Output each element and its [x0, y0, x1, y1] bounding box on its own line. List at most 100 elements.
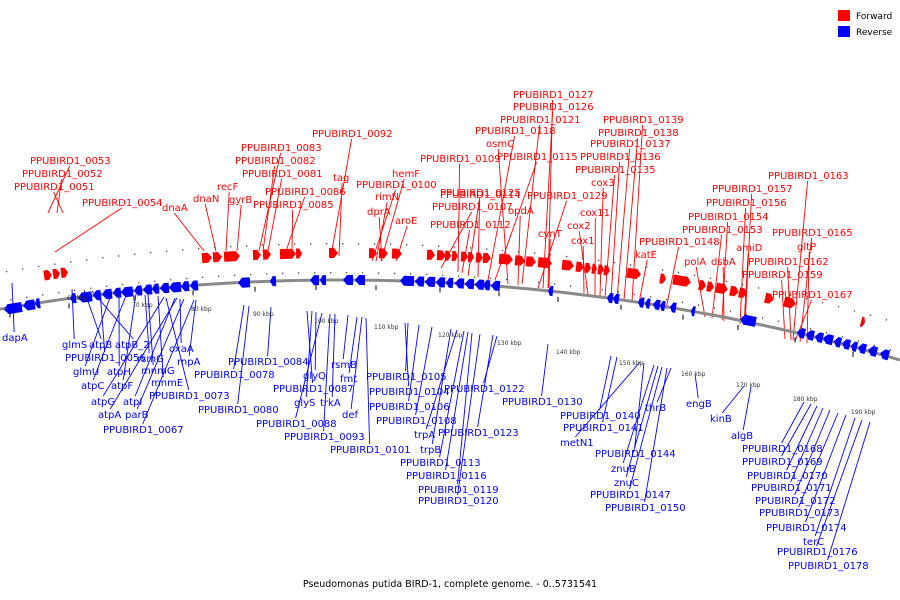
reverse-gene-label-kinb: kinB: [710, 414, 732, 425]
reverse-track-dot: [585, 287, 588, 289]
reverse-leader-line: [574, 361, 641, 438]
forward-gene-arrow: [482, 252, 491, 264]
reverse-leader-line: [157, 295, 164, 378]
reverse-leader-line: [457, 333, 481, 496]
forward-gene-arrow: [378, 248, 388, 259]
reverse-gene-label-ppubird1-0168: PPUBIRD1_0168: [742, 444, 823, 455]
forward-gene-arrow: [467, 251, 474, 263]
reverse-gene-arrow: [691, 306, 696, 317]
reverse-gene-arrow: [483, 280, 491, 291]
reverse-track-dot: [234, 274, 236, 277]
reverse-track-dot: [122, 283, 124, 286]
reverse-gene-label-fmt: fmt: [340, 374, 357, 385]
reverse-gene-label-metn1: metN1: [560, 438, 594, 449]
reverse-leader-line: [350, 316, 363, 410]
forward-track-dot: [246, 245, 248, 247]
reverse-leader-line: [814, 417, 856, 537]
forward-leader-line: [47, 165, 71, 214]
forward-gene-label-ppubird1-0121: PPUBIRD1_0121: [500, 115, 581, 126]
forward-track-dot: [166, 250, 168, 252]
forward-gene-arrow: [262, 249, 271, 260]
reverse-gene-arrow: [806, 330, 816, 341]
reverse-gene-arrow: [152, 283, 160, 294]
reverse-leader-line: [134, 297, 176, 397]
forward-track-dot: [21, 268, 24, 270]
forward-gene-arrow: [460, 251, 468, 262]
forward-gene-label-ppubird1-0083: PPUBIRD1_0083: [241, 143, 322, 154]
reverse-track-dot: [409, 273, 412, 275]
forward-gene-arrow: [603, 265, 610, 276]
forward-track-dot: [549, 254, 552, 256]
reverse-gene-label-rsmg: rsmG: [137, 354, 164, 365]
forward-gene-label-ppubird1-0115: PPUBIRD1_0115: [497, 152, 578, 163]
reverse-leader-line: [622, 364, 655, 464]
forward-leader-line: [599, 187, 604, 297]
reverse-leader-line: [92, 292, 128, 381]
reverse-track-dot: [345, 272, 348, 274]
reverse-gene-label-atpb: atpB: [89, 340, 112, 351]
reverse-gene-arrow: [102, 288, 113, 300]
reverse-track-dot: [665, 298, 668, 301]
reverse-leader-line: [794, 409, 831, 496]
reverse-leader-line: [694, 373, 699, 399]
forward-track-dot: [357, 243, 360, 245]
reverse-gene-arrow: [70, 292, 77, 304]
forward-gene-label-ppubird1-0138: PPUBIRD1_0138: [598, 128, 679, 139]
reverse-track-dot: [537, 281, 540, 284]
reverse-leader-line: [295, 312, 323, 419]
reverse-track-dot: [473, 276, 476, 278]
reverse-gene-label-ppubird1-0108: PPUBIRD1_0108: [376, 416, 457, 427]
forward-leader-line: [521, 124, 541, 285]
reverse-leader-line: [431, 328, 452, 445]
forward-track-dot: [565, 255, 568, 258]
forward-gene-arrow: [60, 267, 68, 278]
forward-gene-label-ppubird1-0081: PPUBIRD1_0081: [242, 169, 323, 180]
reverse-leader-line: [142, 299, 195, 425]
reverse-gene-arrow: [475, 279, 485, 290]
reverse-leader-line: [267, 306, 272, 357]
tick-label-70-kbp: 70 kbp: [132, 302, 153, 309]
tick-label-160-kbp: 160 kbp: [681, 371, 706, 378]
forward-gene-label-ppubird1-0054: PPUBIRD1_0054: [82, 198, 163, 209]
reverse-gene-label-ppubird1-0101: PPUBIRD1_0101: [330, 445, 411, 456]
forward-track-dot: [294, 243, 296, 245]
reverse-track-dot: [489, 277, 492, 279]
forward-gene-arrow: [729, 285, 739, 297]
reverse-track-dot: [361, 272, 364, 274]
tick-label-190-kbp: 190 kbp: [851, 409, 876, 416]
forward-gene-label-ppubird1-0053: PPUBIRD1_0053: [30, 156, 111, 167]
forward-track-dot: [709, 277, 712, 280]
forward-leader-line: [623, 137, 639, 301]
forward-track-dot: [853, 310, 856, 312]
reverse-track-dot: [457, 275, 460, 277]
forward-track-dot: [230, 245, 232, 248]
reverse-gene-arrow: [645, 298, 651, 309]
reverse-gene-label-glmu: glmU: [73, 367, 99, 378]
reverse-leader-line: [425, 329, 458, 430]
forward-gene-label-ppubird1-0085: PPUBIRD1_0085: [253, 200, 334, 211]
forward-track-dot: [597, 259, 600, 262]
forward-leader-line: [517, 215, 521, 286]
forward-leader-line: [380, 178, 405, 262]
reverse-gene-label-thrb: thrB: [645, 403, 666, 414]
forward-gene-label-rimn: rimN: [375, 192, 399, 203]
reverse-gene-arrow: [181, 281, 190, 292]
reverse-gene-label-ppubird1-0178: PPUBIRD1_0178: [788, 561, 869, 572]
reverse-track-dot: [761, 316, 764, 319]
reverse-leader-line: [541, 343, 549, 397]
forward-leader-line: [487, 135, 516, 281]
forward-gene-arrow: [672, 274, 691, 287]
reverse-leader-line: [237, 305, 250, 405]
reverse-track-dot: [809, 328, 812, 330]
legend-reverse-swatch: [838, 26, 850, 37]
reverse-gene-label-ppubird1-0087: PPUBIRD1_0087: [273, 384, 354, 395]
forward-track-dot: [405, 244, 408, 246]
forward-gene-arrow: [391, 248, 402, 259]
forward-gene-label-ppubird1-0167: PPUBIRD1_0167: [772, 290, 853, 301]
forward-gene-arrow: [252, 249, 261, 261]
reverse-leader-line: [365, 317, 371, 445]
forward-leader-line: [375, 201, 388, 262]
reverse-track-dot: [825, 331, 828, 334]
forward-gene-label-dsba: dsbA: [711, 257, 736, 268]
forward-gene-label-ppubird1-0159: PPUBIRD1_0159: [742, 270, 823, 281]
